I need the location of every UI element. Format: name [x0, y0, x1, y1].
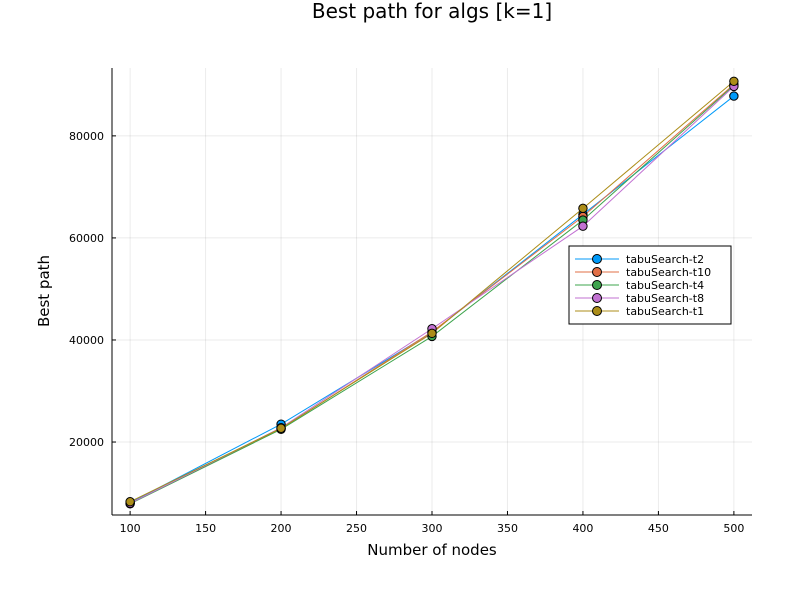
y-axis-title: Best path	[35, 255, 53, 327]
legend-item: tabuSearch-t1	[575, 305, 704, 318]
y-tick-label: 40000	[69, 334, 104, 347]
legend-label: tabuSearch-t4	[626, 279, 704, 292]
x-axis-title: Number of nodes	[367, 541, 497, 559]
legend-item: tabuSearch-t8	[575, 292, 704, 305]
legend: tabuSearch-t2tabuSearch-t10tabuSearch-t4…	[568, 245, 732, 325]
legend-label: tabuSearch-t8	[626, 292, 704, 305]
x-tick-label: 150	[195, 522, 216, 535]
x-tick-label: 350	[497, 522, 518, 535]
data-point	[276, 423, 286, 433]
legend-label: tabuSearch-t2	[626, 253, 704, 266]
legend-label: tabuSearch-t10	[626, 266, 711, 279]
y-tick-label: 80000	[69, 130, 104, 143]
x-tick-label: 100	[120, 522, 141, 535]
legend-marker	[592, 280, 602, 290]
series-markers-tabuSearch-t1	[125, 76, 739, 507]
legend-marker	[592, 306, 602, 316]
x-tick-label: 400	[572, 522, 593, 535]
legend-item: tabuSearch-t10	[575, 266, 711, 279]
legend-marker	[592, 254, 602, 264]
y-tick-label: 60000	[69, 232, 104, 245]
legend-marker	[592, 293, 602, 303]
x-tick-label: 450	[648, 522, 669, 535]
legend-item: tabuSearch-t4	[575, 279, 704, 292]
tick-labels: 100 150 200 250 300 350 400 450 500 20000 40000 600…	[69, 130, 744, 535]
data-point	[125, 497, 135, 507]
chart-title: Best path for algs [k=1]	[312, 0, 552, 23]
series-layer	[125, 76, 739, 509]
data-point	[729, 91, 739, 101]
x-tick-label: 200	[271, 522, 292, 535]
x-tick-label: 250	[346, 522, 367, 535]
data-point	[427, 328, 437, 339]
data-point	[729, 76, 739, 86]
y-tick-label: 20000	[69, 436, 104, 449]
legend-marker	[592, 267, 602, 277]
data-point	[578, 221, 588, 231]
x-tick-label: 500	[723, 522, 744, 535]
legend-item: tabuSearch-t2	[575, 253, 704, 266]
data-point	[578, 203, 588, 214]
legend-label: tabuSearch-t1	[626, 305, 704, 318]
x-tick-label: 300	[422, 522, 443, 535]
axes	[111, 68, 752, 516]
